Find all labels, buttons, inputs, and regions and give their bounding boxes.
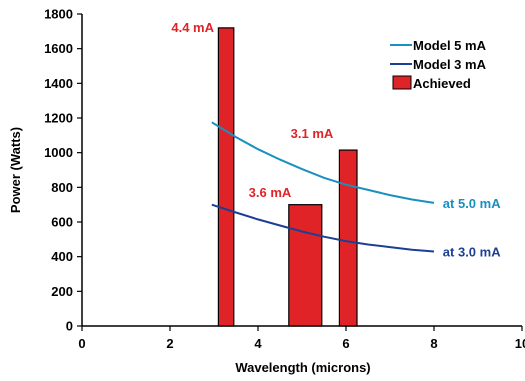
model-3ma-line [211, 203, 435, 253]
y-axis-title: Power (Watts) [8, 127, 23, 213]
y-tick-label: 1000 [44, 145, 73, 160]
x-tick-label: 0 [78, 336, 85, 351]
legend-label: Achieved [413, 76, 471, 91]
x-tick-label: 2 [166, 336, 173, 351]
legend-swatch [392, 75, 412, 90]
bar-label: 3.1 mA [291, 126, 334, 141]
x-tick-label: 6 [342, 336, 349, 351]
plot-area: 0 200 400 600 800 1000 1200 1400 1600 1800 0 2 4 6 8 10… [44, 7, 525, 352]
y-tick-label: 1800 [44, 7, 73, 22]
x-tick-label: 4 [254, 336, 262, 351]
y-tick-label: 1200 [44, 111, 73, 126]
legend-label: Model 3 mA [413, 57, 487, 72]
y-tick-label: 1600 [44, 41, 73, 56]
line-annotation: at 5.0 mA [443, 196, 501, 211]
x-axis-title: Wavelength (microns) [235, 360, 370, 375]
y-tick-label: 600 [51, 215, 73, 230]
line-annotation: at 3.0 mA [443, 244, 501, 259]
achieved-bar [288, 204, 323, 327]
bar-label: 4.4 mA [171, 20, 214, 35]
y-tick-label: 400 [51, 249, 73, 264]
y-tick-label: 800 [51, 180, 73, 195]
achieved-bar [338, 149, 358, 327]
legend-label: Model 5 mA [413, 38, 487, 53]
y-tick-label: 200 [51, 284, 73, 299]
x-tick-label: 10 [515, 336, 525, 351]
bar-label: 3.6 mA [249, 185, 292, 200]
y-tick-label: 0 [66, 319, 73, 334]
y-tick-label: 1400 [44, 76, 73, 91]
model-5ma-line [211, 121, 435, 204]
x-tick-label: 8 [430, 336, 437, 351]
achieved-bar [217, 27, 235, 327]
